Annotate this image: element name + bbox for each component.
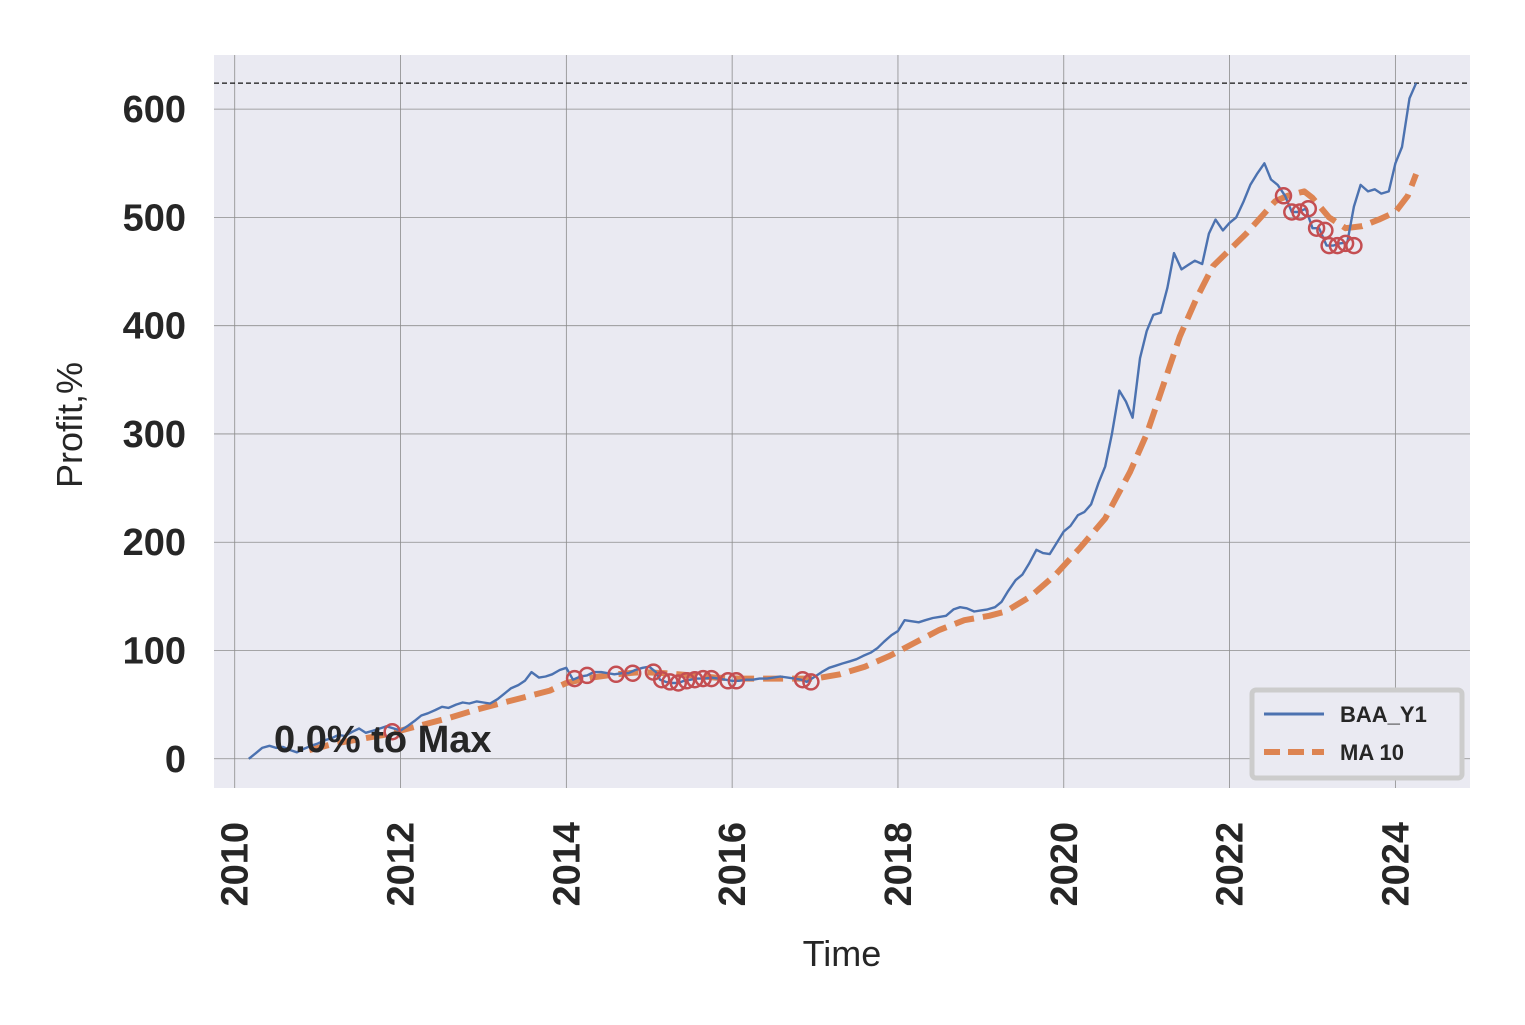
x-tick-label: 2018	[878, 822, 920, 907]
marker-point	[623, 664, 642, 682]
marker-layer	[383, 187, 1363, 741]
y-tick-label: 100	[123, 630, 186, 672]
marker-point	[1291, 203, 1309, 221]
marker-point	[1299, 199, 1318, 218]
marker-point	[565, 669, 584, 688]
y-tick-label: 400	[123, 306, 186, 348]
marker-point	[677, 672, 696, 690]
plot-background	[214, 55, 1470, 788]
series-line-ma-10	[308, 173, 1419, 754]
marker-point	[1336, 234, 1355, 253]
legend-label-baa-y1: BAA_Y1	[1340, 702, 1427, 727]
marker-point	[578, 666, 596, 685]
x-tick-label: 2024	[1375, 822, 1417, 907]
marker-point	[686, 670, 704, 689]
x-tick-label: 2014	[546, 822, 588, 907]
x-tick-label: 2022	[1210, 822, 1252, 907]
marker-point	[1316, 221, 1334, 240]
x-tick-label: 2010	[215, 822, 257, 907]
marker-point	[1307, 219, 1326, 237]
series-layer	[248, 82, 1419, 760]
legend-box	[1249, 687, 1465, 781]
x-axis-label: Time	[803, 933, 882, 974]
series-line-baa-y1	[248, 82, 1418, 760]
marker-point	[1345, 236, 1363, 255]
legend: BAA_Y1 MA 10	[1249, 687, 1465, 781]
y-tick-label: 500	[123, 197, 186, 239]
legend-label-ma-10: MA 10	[1340, 740, 1404, 765]
marker-point	[694, 669, 712, 688]
marker-point	[1328, 236, 1347, 255]
y-tick-label: 300	[123, 414, 186, 456]
marker-point	[719, 672, 737, 690]
marker-point	[669, 674, 688, 692]
marker-point	[802, 673, 820, 691]
x-tick-label: 2016	[712, 822, 754, 907]
y-tick-label: 0	[165, 739, 186, 781]
marker-point	[1274, 187, 1293, 205]
marker-point	[793, 670, 812, 689]
marker-point	[702, 669, 721, 688]
x-tick-label: 2020	[1044, 822, 1086, 907]
marker-point	[383, 722, 401, 741]
marker-point	[1320, 236, 1338, 255]
y-tick-label: 200	[123, 522, 186, 564]
x-tick-label: 2012	[381, 822, 423, 907]
marker-point	[607, 665, 625, 684]
ticks: 2010 2012 2014 2016 2018 2020 2022 2024 0 100 200 3…	[123, 89, 1418, 906]
annotation-text: 0.0% to Max	[274, 719, 492, 761]
y-tick-label: 600	[123, 89, 186, 131]
marker-point	[661, 673, 679, 691]
marker-point	[1283, 203, 1301, 221]
marker-point	[652, 670, 671, 689]
marker-point	[727, 672, 746, 690]
y-axis-label: Profit,%	[49, 362, 90, 488]
